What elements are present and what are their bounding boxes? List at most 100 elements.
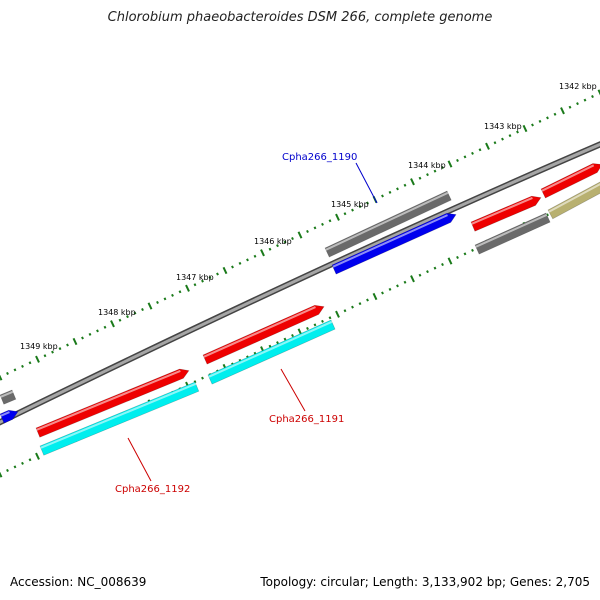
tick-mark [456, 255, 459, 259]
tick-label-1343: 1343 kbp [484, 122, 522, 131]
tick-mark [441, 263, 444, 267]
tick-mark [51, 350, 54, 354]
gene-feature-cyan-1191-highlight [208, 320, 333, 378]
gene-feature-red-right-highlight [471, 197, 533, 225]
tick-mark [141, 308, 144, 312]
tick-mark [335, 310, 340, 318]
gene-feature-gray-left[interactable] [0, 389, 17, 405]
tick-mark [222, 266, 228, 275]
tick-mark [133, 311, 137, 315]
tick-mark [591, 95, 594, 99]
gene-feature-red-1191[interactable] [202, 304, 325, 365]
tick-mark [560, 107, 565, 115]
tick-mark [433, 169, 437, 173]
tick-mark [208, 276, 212, 280]
gene-feature-red-right[interactable] [470, 195, 542, 232]
tick-mark [441, 166, 444, 170]
gene-feature-gray-1190-highlight [325, 191, 449, 251]
label-line-1192 [127, 437, 152, 482]
label-line-1190 [355, 162, 378, 204]
tick-mark [103, 325, 107, 329]
tick-mark [403, 280, 407, 284]
gene-label-cpha266-1190[interactable]: Cpha266_1190 [282, 152, 357, 163]
tick-mark [246, 258, 249, 262]
tick-mark [447, 160, 453, 168]
tick-mark [471, 248, 474, 252]
tick-mark [366, 201, 369, 205]
tick-mark [396, 284, 399, 288]
tick-mark [463, 155, 467, 159]
tick-mark [328, 219, 332, 223]
tick-mark [88, 332, 92, 336]
tick-mark [35, 452, 40, 460]
gene-label-cpha266-1192[interactable]: Cpha266_1192 [115, 484, 190, 495]
tick-mark [321, 222, 324, 226]
tick-mark [81, 336, 84, 340]
tick-mark [238, 261, 242, 265]
tick-mark [372, 292, 378, 301]
tick-mark [35, 355, 40, 363]
tick-mark [471, 151, 474, 155]
tick-mark [193, 283, 197, 287]
tick-mark [28, 361, 32, 365]
tick-mark [260, 249, 265, 257]
gene-feature-cyan-1192[interactable] [39, 381, 200, 456]
tick-label-1349: 1349 kbp [20, 342, 58, 351]
tick-mark [216, 272, 219, 276]
tick-mark [276, 244, 279, 248]
tick-mark [268, 247, 272, 251]
tick-mark [508, 134, 512, 138]
gene-feature-red-1192[interactable] [35, 368, 190, 438]
gene-label-cpha266-1191[interactable]: Cpha266_1191 [269, 414, 344, 425]
gene-feature-cyan-1191[interactable] [207, 319, 336, 385]
tick-mark [201, 279, 204, 283]
tick-mark [6, 468, 9, 472]
tick-mark [388, 287, 392, 291]
tick-mark [366, 298, 369, 302]
tick-mark [28, 458, 32, 462]
tick-mark [343, 212, 347, 216]
tick-mark [358, 205, 362, 209]
tick-mark [201, 376, 204, 380]
tick-mark [110, 320, 115, 328]
tick-mark [433, 266, 437, 270]
tick-mark [418, 176, 422, 180]
gene-feature-gray-left-highlight [0, 390, 14, 398]
tick-label-1344: 1344 kbp [408, 161, 446, 170]
genome-backbone-highlight [0, 142, 600, 424]
tick-mark [283, 240, 287, 244]
tick-mark [546, 116, 549, 120]
tick-mark [597, 89, 600, 96]
tick-mark [410, 178, 415, 186]
tick-mark [193, 380, 197, 384]
gene-feature-blue-1190[interactable] [331, 212, 457, 275]
tick-mark [297, 231, 303, 239]
tick-mark [21, 364, 24, 368]
tick-mark [171, 293, 174, 297]
tick-mark [313, 226, 317, 230]
gene-feature-gray-right[interactable] [474, 212, 551, 255]
tick-mark [21, 461, 24, 465]
tick-mark [388, 190, 392, 194]
gene-feature-blue-1190-highlight [332, 214, 448, 268]
tick-mark [381, 194, 384, 198]
tick-mark [351, 305, 354, 309]
gene-feature-gray-1190[interactable] [324, 190, 452, 258]
tick-mark [66, 343, 69, 347]
tick-mark [0, 374, 3, 381]
tick-label-1342: 1342 kbp [559, 82, 597, 91]
tick-mark [522, 124, 528, 133]
tick-mark [396, 187, 399, 191]
tick-mark [576, 102, 579, 106]
tick-mark [568, 105, 572, 109]
tick-mark [553, 112, 557, 116]
label-line-1191 [280, 368, 306, 412]
gene-feature-blue-left-highlight [0, 411, 10, 417]
tick-mark [456, 158, 459, 162]
tick-mark [328, 316, 332, 320]
tick-mark [410, 275, 415, 283]
tick-mark [185, 284, 190, 292]
gene-feature-red-1191-highlight [203, 306, 316, 358]
tick-mark [291, 237, 294, 241]
